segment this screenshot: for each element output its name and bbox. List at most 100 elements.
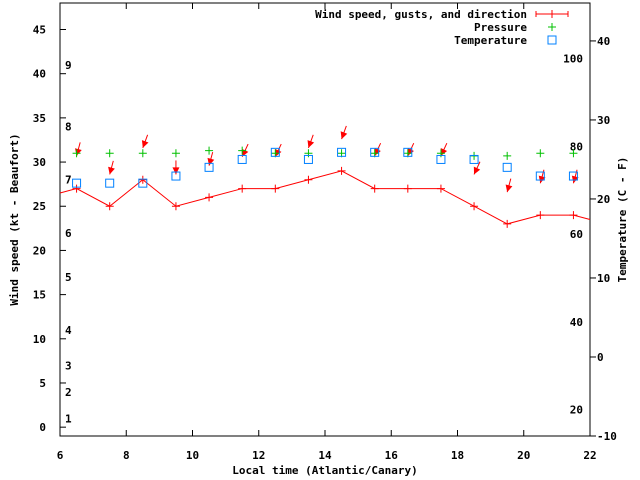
pressure-point bbox=[138, 149, 147, 158]
y2-tick-label: 20 bbox=[597, 193, 610, 206]
x-tick-label: 12 bbox=[252, 449, 265, 462]
temperature-point bbox=[72, 178, 82, 188]
temperature-point bbox=[237, 154, 247, 164]
temperature-point bbox=[568, 171, 578, 181]
wind-speed-point bbox=[138, 175, 147, 184]
plot-border bbox=[59, 2, 591, 437]
beaufort-label: 5 bbox=[65, 271, 72, 284]
y2-tick-label: -10 bbox=[597, 430, 617, 443]
pressure-point bbox=[205, 146, 214, 155]
x-tick-label: 20 bbox=[517, 449, 530, 462]
pressure-point bbox=[569, 149, 578, 158]
y-tick-label: 15 bbox=[33, 289, 46, 302]
x-tick-label: 14 bbox=[318, 449, 332, 462]
y-tick-label: 20 bbox=[33, 244, 46, 257]
beaufort-label: 6 bbox=[65, 227, 72, 240]
wind-arrow-head bbox=[473, 166, 481, 175]
x-tick-label: 6 bbox=[57, 449, 64, 462]
beaufort-label: 4 bbox=[65, 324, 72, 337]
y-tick-label: 0 bbox=[39, 421, 46, 434]
wind-speed-point bbox=[337, 166, 346, 175]
beaufort-label: 7 bbox=[65, 174, 72, 187]
pressure-point bbox=[304, 149, 313, 158]
beaufort-label: 8 bbox=[65, 121, 72, 134]
wind-speed-point bbox=[304, 175, 313, 184]
beaufort-label: 3 bbox=[65, 359, 72, 372]
wind-arrow-head bbox=[374, 148, 381, 156]
wind-arrow-head bbox=[505, 184, 513, 193]
pressure-point bbox=[536, 149, 545, 158]
temperature-point bbox=[502, 162, 512, 172]
beaufort-label: 1 bbox=[65, 412, 72, 425]
wind-arrow-head bbox=[74, 148, 82, 156]
x-tick-label: 8 bbox=[123, 449, 130, 462]
temperature-point bbox=[138, 178, 148, 188]
legend-pressure-sample bbox=[548, 23, 556, 31]
wind-speed-point bbox=[171, 202, 180, 211]
wind-speed-line bbox=[59, 170, 591, 225]
pressure-point bbox=[503, 151, 512, 160]
y2-tick-label: 0 bbox=[597, 351, 604, 364]
wind-speed-point bbox=[403, 184, 412, 193]
y-tick-label: 30 bbox=[33, 156, 46, 169]
wind-speed-point bbox=[205, 193, 214, 202]
pressure-point bbox=[105, 149, 114, 158]
y-tick-label: 25 bbox=[33, 200, 46, 213]
fahrenheit-label: 40 bbox=[570, 316, 583, 329]
wind-speed-point bbox=[271, 184, 280, 193]
beaufort-label: 2 bbox=[65, 386, 72, 399]
wind-speed-point bbox=[536, 211, 545, 220]
wind-speed-point bbox=[370, 184, 379, 193]
wind-speed-point bbox=[503, 219, 512, 228]
x-tick-label: 22 bbox=[583, 449, 596, 462]
pressure-point bbox=[171, 149, 180, 158]
legend-label: Temperature bbox=[454, 34, 527, 47]
y2-tick-label: 10 bbox=[597, 272, 610, 285]
wind-arrow-head bbox=[108, 166, 115, 175]
y-tick-label: 5 bbox=[39, 377, 46, 390]
y2-axis-title: Temperature (C - F) bbox=[616, 157, 629, 283]
wind-arrow-head bbox=[340, 131, 348, 140]
fahrenheit-label: 100 bbox=[563, 52, 583, 65]
wind-speed-point bbox=[72, 184, 81, 193]
fahrenheit-label: 20 bbox=[570, 404, 583, 417]
temperature-point bbox=[171, 171, 181, 181]
x-tick-label: 18 bbox=[451, 449, 464, 462]
y-tick-label: 40 bbox=[33, 68, 46, 81]
wind-speed-point bbox=[470, 202, 479, 211]
y2-tick-label: 30 bbox=[597, 114, 610, 127]
wind-arrow-head bbox=[141, 140, 149, 148]
wind-speed-point bbox=[436, 184, 445, 193]
legend-temperature-sample bbox=[547, 35, 557, 45]
temperature-point bbox=[337, 147, 347, 157]
legend-label: Wind speed, gusts, and direction bbox=[315, 8, 527, 21]
temperature-point bbox=[204, 162, 214, 172]
y2-tick-label: 40 bbox=[597, 35, 610, 48]
fahrenheit-label: 80 bbox=[570, 140, 583, 153]
legend-wind-sample bbox=[535, 10, 569, 18]
temperature-point bbox=[403, 147, 413, 157]
wind-speed-point bbox=[569, 211, 578, 220]
temperature-point bbox=[370, 147, 380, 157]
wind-arrow-head bbox=[172, 167, 180, 175]
temperature-point bbox=[436, 154, 446, 164]
temperature-point bbox=[303, 154, 313, 164]
temperature-point bbox=[270, 147, 280, 157]
legend-label: Pressure bbox=[474, 21, 527, 34]
x-tick-label: 10 bbox=[186, 449, 199, 462]
y-tick-label: 35 bbox=[33, 112, 46, 125]
y-axis-title: Wind speed (kt - Beaufort) bbox=[8, 133, 21, 305]
temperature-point bbox=[535, 171, 545, 181]
temperature-point bbox=[469, 154, 479, 164]
y-tick-label: 45 bbox=[33, 24, 46, 37]
beaufort-label: 9 bbox=[65, 59, 72, 72]
x-tick-label: 16 bbox=[385, 449, 399, 462]
pressure-point bbox=[238, 146, 247, 155]
pressure-point bbox=[72, 149, 81, 158]
wind-speed-point bbox=[238, 184, 247, 193]
x-axis-title: Local time (Atlantic/Canary) bbox=[232, 464, 417, 477]
wind-arrow-head bbox=[407, 148, 414, 156]
wind-arrow-head bbox=[307, 140, 315, 148]
